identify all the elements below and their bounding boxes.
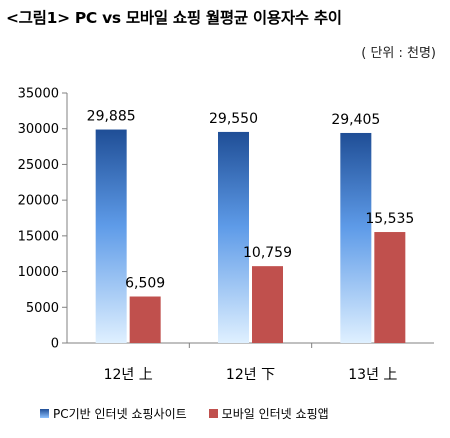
legend: PC기반 인터넷 쇼핑사이트 모바일 인터넷 쇼핑앱 — [40, 405, 329, 422]
category-label: 12년 上 — [104, 367, 153, 383]
y-tick-label: 5000 — [26, 301, 59, 316]
chart-title: <그림1> PC vs 모바일 쇼핑 월평균 이용자수 추이 — [6, 9, 342, 27]
unit-note: ( 단위 : 천명) — [361, 46, 436, 61]
legend-label-pc: PC기반 인터넷 쇼핑사이트 — [53, 407, 187, 421]
data-label-mobile: 10,759 — [243, 245, 292, 261]
legend-swatch-pc — [40, 409, 49, 418]
category-label: 12년 下 — [226, 367, 275, 383]
legend-item-pc: PC기반 인터넷 쇼핑사이트 — [40, 405, 187, 422]
bar-mobile — [129, 296, 161, 343]
y-tick-label: 20000 — [18, 194, 59, 209]
legend-label-mobile: 모바일 인터넷 쇼핑앱 — [221, 407, 329, 421]
bar-pc — [340, 132, 372, 343]
bar-pc — [95, 129, 127, 343]
legend-swatch-mobile — [208, 409, 218, 418]
category-label: 13년 上 — [348, 367, 397, 383]
data-label-pc: 29,885 — [87, 109, 136, 125]
y-tick-label: 30000 — [18, 122, 59, 137]
data-label-pc: 29,550 — [209, 111, 258, 127]
y-tick-label: 0 — [51, 337, 59, 352]
y-tick-label: 10000 — [18, 265, 59, 280]
bar-pc — [218, 131, 249, 343]
data-label-mobile: 15,535 — [365, 211, 414, 227]
y-tick-label: 35000 — [18, 87, 59, 102]
data-label-pc: 29,405 — [331, 112, 380, 128]
bar-mobile — [252, 266, 283, 343]
y-tick-label: 25000 — [18, 158, 59, 173]
bar-mobile — [374, 232, 406, 343]
legend-item-mobile: 모바일 인터넷 쇼핑앱 — [208, 405, 329, 422]
data-label-mobile: 6,509 — [125, 276, 165, 292]
y-tick-label: 15000 — [18, 229, 59, 244]
